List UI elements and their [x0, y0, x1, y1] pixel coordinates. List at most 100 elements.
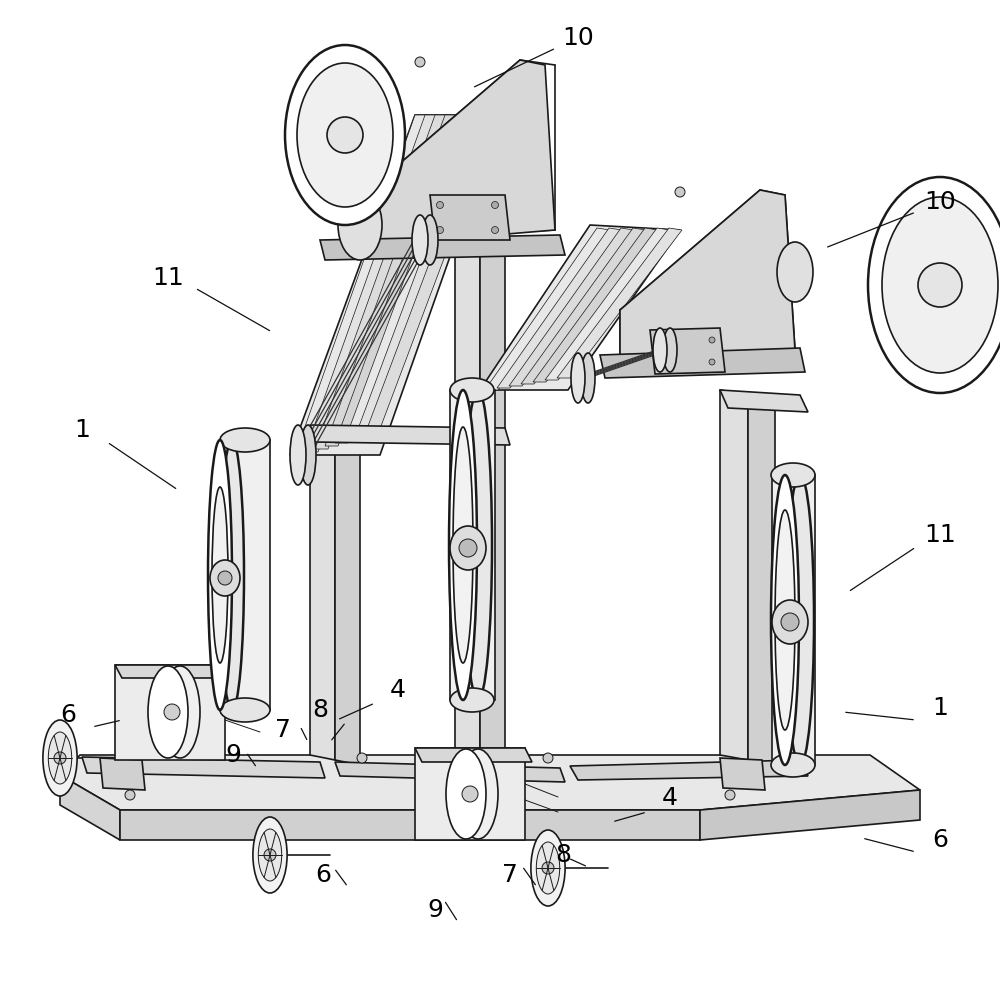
Ellipse shape [775, 510, 795, 730]
Ellipse shape [571, 353, 585, 403]
Polygon shape [545, 228, 670, 380]
Text: 4: 4 [390, 678, 406, 702]
Polygon shape [415, 748, 532, 762]
Polygon shape [720, 390, 808, 412]
Ellipse shape [868, 177, 1000, 393]
Ellipse shape [212, 487, 228, 663]
Ellipse shape [453, 427, 473, 663]
Circle shape [415, 57, 425, 67]
Ellipse shape [536, 842, 560, 894]
Ellipse shape [663, 328, 677, 372]
Circle shape [492, 202, 498, 209]
Polygon shape [480, 225, 680, 390]
Polygon shape [60, 755, 920, 810]
Circle shape [781, 613, 799, 631]
Polygon shape [115, 665, 232, 678]
Polygon shape [509, 228, 634, 386]
Text: 9: 9 [427, 898, 443, 922]
Ellipse shape [285, 45, 405, 225]
Text: 11: 11 [924, 523, 956, 547]
Polygon shape [82, 757, 325, 778]
Ellipse shape [297, 63, 393, 207]
Ellipse shape [464, 390, 492, 700]
Ellipse shape [160, 666, 200, 758]
Polygon shape [620, 190, 795, 365]
Polygon shape [315, 115, 448, 449]
Circle shape [459, 539, 477, 557]
Text: 9: 9 [225, 743, 241, 767]
Polygon shape [355, 115, 488, 437]
Circle shape [436, 202, 444, 209]
Polygon shape [533, 228, 658, 382]
Ellipse shape [882, 197, 998, 373]
Text: 6: 6 [60, 703, 76, 727]
Ellipse shape [446, 749, 486, 839]
Circle shape [264, 849, 276, 861]
Text: 8: 8 [312, 698, 328, 722]
Ellipse shape [210, 560, 240, 596]
Ellipse shape [450, 526, 486, 570]
Ellipse shape [777, 242, 813, 302]
Polygon shape [570, 760, 808, 780]
Text: 7: 7 [502, 863, 518, 887]
Polygon shape [100, 758, 145, 790]
Circle shape [357, 753, 367, 763]
Ellipse shape [220, 440, 244, 710]
Ellipse shape [412, 215, 428, 265]
Ellipse shape [771, 475, 799, 765]
Circle shape [725, 790, 735, 800]
Ellipse shape [48, 732, 72, 784]
Polygon shape [335, 762, 565, 782]
Polygon shape [772, 475, 815, 765]
Polygon shape [310, 425, 335, 760]
Ellipse shape [220, 428, 270, 452]
Polygon shape [748, 395, 775, 765]
Ellipse shape [771, 753, 815, 777]
Ellipse shape [531, 830, 565, 906]
Ellipse shape [458, 749, 498, 839]
Circle shape [657, 359, 663, 365]
Ellipse shape [148, 666, 188, 758]
Ellipse shape [786, 475, 814, 765]
Polygon shape [305, 115, 438, 452]
Circle shape [436, 226, 444, 233]
Ellipse shape [450, 378, 494, 402]
Polygon shape [340, 60, 555, 245]
Polygon shape [557, 228, 682, 378]
Polygon shape [310, 425, 510, 445]
Text: 6: 6 [932, 828, 948, 852]
Ellipse shape [253, 817, 287, 893]
Text: 7: 7 [275, 718, 291, 742]
Polygon shape [335, 115, 468, 443]
Text: 10: 10 [562, 26, 594, 50]
Ellipse shape [208, 440, 232, 710]
Polygon shape [290, 115, 500, 455]
Circle shape [543, 753, 553, 763]
Polygon shape [345, 115, 478, 440]
Ellipse shape [220, 698, 270, 722]
Ellipse shape [43, 720, 77, 796]
Polygon shape [600, 348, 805, 378]
Polygon shape [480, 230, 505, 765]
Text: 8: 8 [555, 843, 571, 867]
Polygon shape [485, 228, 610, 390]
Polygon shape [415, 748, 525, 840]
Text: 1: 1 [74, 418, 90, 442]
Ellipse shape [450, 688, 494, 712]
Ellipse shape [449, 390, 477, 700]
Circle shape [218, 571, 232, 585]
Polygon shape [325, 115, 458, 446]
Text: 1: 1 [932, 696, 948, 720]
Polygon shape [295, 115, 428, 455]
Polygon shape [60, 775, 120, 840]
Circle shape [709, 337, 715, 343]
Polygon shape [220, 440, 270, 710]
Circle shape [492, 226, 498, 233]
Polygon shape [720, 758, 765, 790]
Polygon shape [700, 790, 920, 840]
Polygon shape [335, 430, 360, 765]
Circle shape [918, 263, 962, 307]
Circle shape [657, 337, 663, 343]
Text: 6: 6 [315, 863, 331, 887]
Polygon shape [450, 390, 495, 700]
